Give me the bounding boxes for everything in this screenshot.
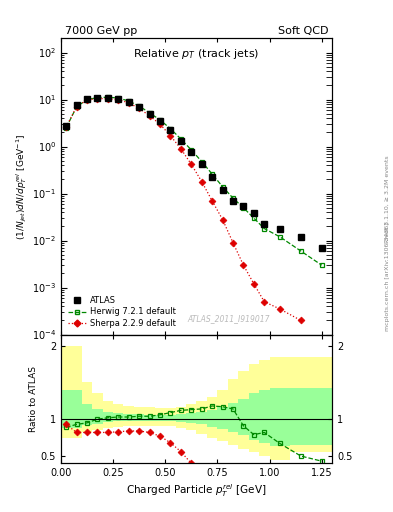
Text: 7000 GeV pp: 7000 GeV pp xyxy=(65,26,137,36)
Text: Soft QCD: Soft QCD xyxy=(278,26,328,36)
X-axis label: Charged Particle $p_T^{rel}$ [GeV]: Charged Particle $p_T^{rel}$ [GeV] xyxy=(126,482,267,499)
Text: ATLAS_2011_I919017: ATLAS_2011_I919017 xyxy=(188,314,270,323)
Text: Relative $p_T$ (track jets): Relative $p_T$ (track jets) xyxy=(133,47,260,61)
Text: Rivet 3.1.10, ≥ 3.2M events: Rivet 3.1.10, ≥ 3.2M events xyxy=(385,156,389,244)
Y-axis label: Ratio to ATLAS: Ratio to ATLAS xyxy=(29,366,38,432)
Legend: ATLAS, Herwig 7.2.1 default, Sherpa 2.2.9 default: ATLAS, Herwig 7.2.1 default, Sherpa 2.2.… xyxy=(65,293,178,330)
Text: mcplots.cern.ch [arXiv:1306.3436]: mcplots.cern.ch [arXiv:1306.3436] xyxy=(385,222,389,331)
Y-axis label: $(1/N_{jet})dN/dp_T^{rel}\ [\mathrm{GeV}^{-1}]$: $(1/N_{jet})dN/dp_T^{rel}\ [\mathrm{GeV}… xyxy=(15,134,29,240)
